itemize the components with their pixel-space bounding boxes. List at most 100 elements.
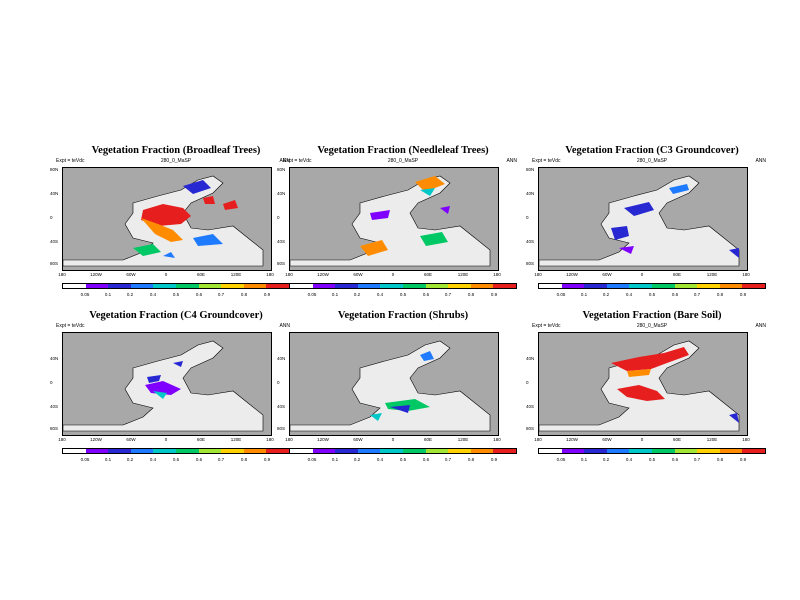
season-label: ANN [279,323,290,329]
colorbar-swatch [651,449,675,453]
colorbar [62,283,290,289]
colorbar-swatch [130,284,154,288]
season-label: ANN [755,158,766,164]
map-area [62,332,272,436]
colorbar-label: 0.05 [307,457,317,462]
colorbar-swatch [312,449,336,453]
colorbar-swatch [153,284,176,288]
colorbar-label: 0.5 [648,457,656,462]
colorbar-label: 0.4 [376,457,384,462]
lon-tick: 60E [423,437,432,442]
lon-tick: 120W [566,437,578,442]
colorbar-label: 0.7 [217,457,225,462]
colorbar-label: 0.05 [307,292,317,297]
colorbar-swatch [629,449,652,453]
colorbar-swatch [243,449,267,453]
lon-tick: 180 [58,272,66,277]
lon-tick: 180 [266,272,274,277]
lat-tick: 40N [526,191,535,196]
lon-tick: 0 [391,272,395,277]
map-area [289,332,499,436]
colorbar-label: 0.7 [693,292,701,297]
lat-tick: 80N [277,167,286,172]
lon-tick: 120E [230,437,242,442]
lon-tick: 0 [164,272,168,277]
lat-tick: 40N [526,356,535,361]
colorbar-label: 0.5 [172,292,180,297]
lon-tick: 0 [640,437,644,442]
lon-tick: 120E [706,272,718,277]
colorbar-label: 0.2 [353,457,361,462]
colorbar-swatch [584,449,607,453]
lon-tick: 120W [317,437,329,442]
colorbar-label: 0.2 [353,292,361,297]
colorbar-label: 0.4 [149,457,157,462]
lat-tick: 40S [277,239,286,244]
colorbar-swatch [85,284,109,288]
colorbar [62,448,290,454]
panel-c3-groundcover: Vegetation Fraction (C3 Groundcover) Exp… [526,145,772,315]
map-area [62,167,272,271]
colorbar-swatch [357,449,381,453]
colorbar-swatch [606,284,630,288]
lon-tick: 120W [566,272,578,277]
colorbar-label: 0.9 [263,292,271,297]
colorbar [538,448,766,454]
colorbar-swatch [674,449,698,453]
colorbar-label: 0.7 [444,457,452,462]
lat-tick: 80N [50,167,59,172]
panel-title: Vegetation Fraction (Needleleaf Trees) [317,145,489,156]
lon-tick: 60W [353,437,363,442]
lat-tick: 0 [526,380,529,385]
lon-tick: 180 [266,437,274,442]
colorbar-swatch [402,449,426,453]
colorbar-swatch [380,449,403,453]
colorbar-swatch [584,284,607,288]
colorbar-swatch [539,284,562,288]
colorbar-swatch [175,284,199,288]
colorbar-label: 0.5 [399,292,407,297]
lat-tick: 40S [526,404,535,409]
colorbar-swatch [243,284,267,288]
colorbar-swatch [697,449,720,453]
colorbar-swatch [335,284,358,288]
colorbar-swatch [674,284,698,288]
expt-label: Expt = teVdc [532,323,561,329]
colorbar-label: 0.1 [580,292,588,297]
colorbar-label: 0.5 [172,457,180,462]
lon-tick: 180 [742,272,750,277]
colorbar-swatch [175,449,199,453]
lat-tick: 0 [50,380,53,385]
colorbar-label: 0.6 [195,292,203,297]
case-label: 280_0_MaSP [387,158,419,164]
colorbar-label: 0.2 [602,457,610,462]
colorbar [289,283,517,289]
colorbar-swatch [266,284,289,288]
colorbar-label: 0.4 [149,292,157,297]
colorbar-swatch [357,284,381,288]
colorbar-label: 0.4 [625,292,633,297]
colorbar-label: 0.2 [602,292,610,297]
colorbar-label: 0.4 [625,457,633,462]
lon-tick: 0 [164,437,168,442]
colorbar-swatch [63,449,86,453]
colorbar-swatch [493,284,516,288]
lat-tick: 0 [50,215,53,220]
colorbar-label: 0.8 [467,292,475,297]
lon-tick: 180 [58,437,66,442]
colorbar-label: 0.7 [217,292,225,297]
colorbar-label: 0.6 [422,457,430,462]
colorbar-label: 0.8 [716,292,724,297]
colorbar-swatch [651,284,675,288]
lat-tick: 40N [50,191,59,196]
colorbar-label: 0.9 [490,457,498,462]
colorbar-swatch [63,284,86,288]
lat-tick: 40S [277,404,286,409]
colorbar-label: 0.1 [104,457,112,462]
colorbar-swatch [198,449,222,453]
colorbar-swatch [719,449,743,453]
colorbar-swatch [561,449,585,453]
colorbar-swatch [108,449,131,453]
panel-c4-groundcover: Vegetation Fraction (C4 Groundcover) Exp… [50,310,296,480]
colorbar-swatch [561,284,585,288]
